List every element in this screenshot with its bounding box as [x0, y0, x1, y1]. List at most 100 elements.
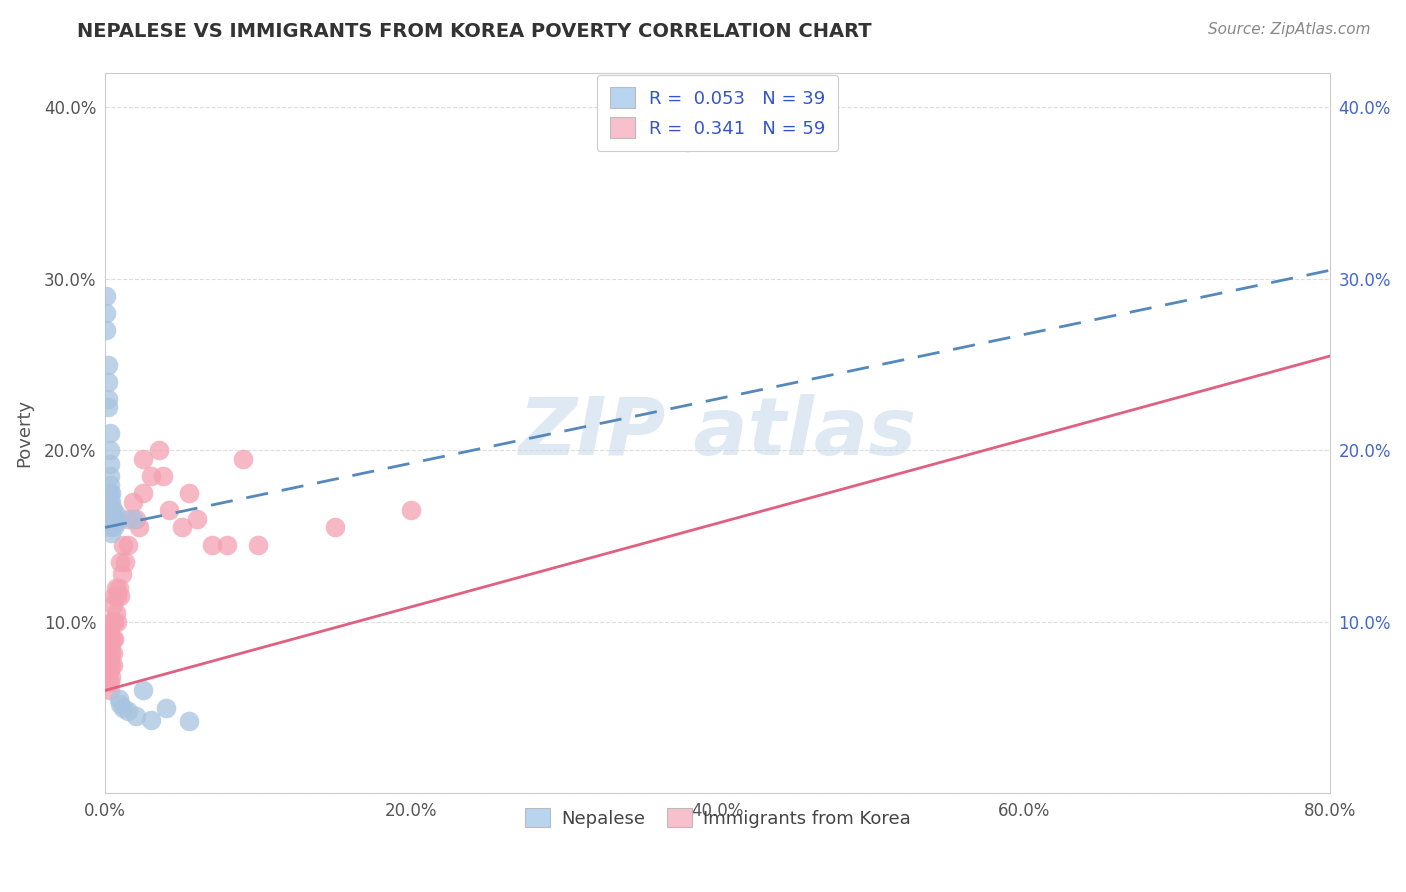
Point [112, 700, 135, 714]
Point [110, 697, 132, 711]
Point [100, 486, 122, 500]
Point [101, 646, 124, 660]
Point [100, 657, 122, 672]
Point [139, 469, 162, 483]
Point [98, 477, 121, 491]
Point [100, 503, 122, 517]
Point [98, 674, 121, 689]
Point [96, 657, 118, 672]
Point [98, 426, 121, 441]
Point [98, 624, 121, 638]
Point [100, 670, 122, 684]
Point [96, 289, 118, 303]
Point [97, 358, 120, 372]
Point [201, 538, 224, 552]
Point [101, 615, 124, 629]
Point [98, 632, 121, 646]
Point [124, 709, 146, 723]
Point [100, 508, 122, 523]
Point [101, 516, 124, 530]
Point [101, 657, 124, 672]
Point [323, 520, 346, 534]
Point [170, 520, 193, 534]
Point [100, 498, 122, 512]
Point [232, 451, 254, 466]
Point [96, 624, 118, 638]
Point [110, 555, 132, 569]
Legend: Nepalese, Immigrants from Korea: Nepalese, Immigrants from Korea [517, 801, 918, 835]
Point [101, 632, 124, 646]
Point [98, 652, 121, 666]
Text: ZIP atlas: ZIP atlas [519, 394, 917, 472]
Point [98, 443, 121, 458]
Point [114, 555, 136, 569]
Point [117, 704, 139, 718]
Point [399, 503, 422, 517]
Point [107, 581, 129, 595]
Point [104, 607, 127, 621]
Point [97, 624, 120, 638]
Point [179, 714, 201, 729]
Point [98, 640, 121, 655]
Point [132, 683, 155, 698]
Point [101, 503, 124, 517]
Point [152, 469, 174, 483]
Point [247, 538, 270, 552]
Point [104, 507, 127, 521]
Point [117, 512, 139, 526]
Point [110, 589, 132, 603]
Point [98, 457, 121, 471]
Point [97, 635, 120, 649]
Point [101, 598, 124, 612]
Point [148, 443, 170, 458]
Point [101, 508, 124, 523]
Point [105, 589, 128, 603]
Point [98, 663, 121, 677]
Point [104, 581, 127, 595]
Point [132, 451, 155, 466]
Point [132, 486, 155, 500]
Point [103, 512, 125, 526]
Point [179, 486, 201, 500]
Point [676, 135, 699, 149]
Point [124, 512, 146, 526]
Point [100, 646, 122, 660]
Point [96, 640, 118, 655]
Point [103, 615, 125, 629]
Point [100, 525, 122, 540]
Point [186, 512, 208, 526]
Point [105, 615, 128, 629]
Point [100, 615, 122, 629]
Point [100, 495, 122, 509]
Point [97, 401, 120, 415]
Point [100, 516, 122, 530]
Point [117, 538, 139, 552]
Point [98, 486, 121, 500]
Point [128, 520, 150, 534]
Point [103, 589, 125, 603]
Point [101, 512, 124, 526]
Y-axis label: Poverty: Poverty [15, 399, 32, 467]
Text: NEPALESE VS IMMIGRANTS FROM KOREA POVERTY CORRELATION CHART: NEPALESE VS IMMIGRANTS FROM KOREA POVERT… [77, 22, 872, 41]
Text: Source: ZipAtlas.com: Source: ZipAtlas.com [1208, 22, 1371, 37]
Point [157, 503, 180, 517]
Point [97, 375, 120, 389]
Point [97, 661, 120, 675]
Point [98, 469, 121, 483]
Point [217, 538, 239, 552]
Point [96, 306, 118, 320]
Point [112, 538, 135, 552]
Point [107, 692, 129, 706]
Point [96, 323, 118, 337]
Point [100, 520, 122, 534]
Point [139, 713, 162, 727]
Point [105, 516, 128, 530]
Point [121, 495, 143, 509]
Point [111, 566, 134, 581]
Point [98, 683, 121, 698]
Point [103, 520, 125, 534]
Point [103, 632, 125, 646]
Point [121, 512, 143, 526]
Point [97, 392, 120, 406]
Point [97, 649, 120, 664]
